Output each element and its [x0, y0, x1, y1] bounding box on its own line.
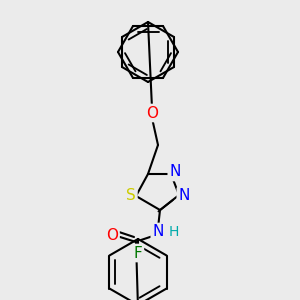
Text: H: H: [169, 225, 179, 239]
Text: N: N: [169, 164, 181, 179]
Text: N: N: [152, 224, 164, 239]
Text: N: N: [178, 188, 190, 203]
Text: S: S: [126, 188, 136, 203]
Text: O: O: [146, 106, 158, 121]
Text: O: O: [106, 227, 118, 242]
Text: F: F: [134, 245, 142, 260]
